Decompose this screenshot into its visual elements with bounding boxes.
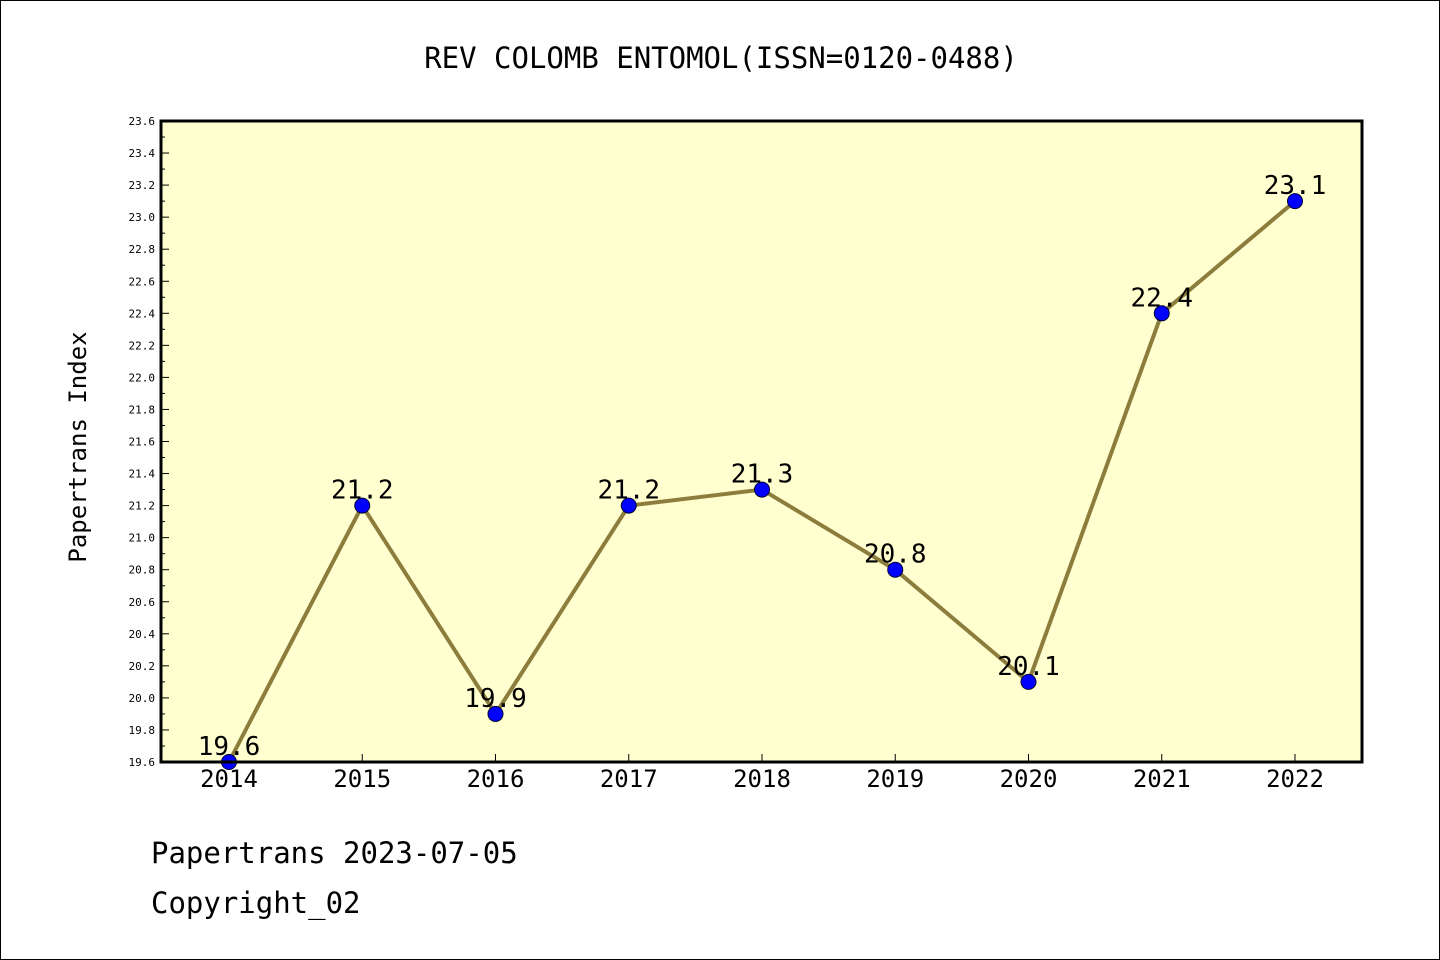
y-tick-label: 22.4 [129, 307, 156, 320]
data-point [1287, 193, 1303, 210]
data-label: 20.1 [997, 652, 1060, 682]
data-label: 22.4 [1130, 283, 1193, 313]
x-axis-ticks: 2014 2015 2016 2017 2018 2019 2020 2021 2022 [200, 754, 1324, 793]
plot-frame [159, 119, 1364, 764]
x-tick-label: 2019 [866, 765, 924, 793]
data-point [354, 497, 371, 514]
y-tick-label: 21.2 [129, 500, 156, 513]
y-tick-label: 21.0 [129, 532, 156, 545]
y-tick-label: 22.8 [129, 243, 156, 256]
data-point [887, 561, 904, 578]
y-tick-label: 23.0 [129, 211, 156, 224]
y-tick-label: 20.6 [129, 596, 156, 609]
data-label: 19.6 [198, 732, 261, 762]
data-label: 23.1 [1264, 171, 1327, 201]
data-point [620, 497, 637, 514]
y-tick-label: 20.8 [129, 564, 156, 577]
x-tick-label: 2017 [600, 765, 658, 793]
y-tick-label: 22.2 [129, 339, 156, 352]
y-tick-label: 23.6 [129, 115, 156, 128]
y-tick-label: 20.2 [129, 660, 156, 673]
x-tick-label: 2016 [467, 765, 525, 793]
y-tick-label: 21.6 [129, 436, 156, 449]
y-tick-label: 21.8 [129, 403, 156, 416]
y-tick-label: 22.6 [129, 275, 156, 288]
data-label: 21.2 [331, 476, 394, 506]
y-tick-label: 19.8 [129, 724, 156, 737]
y-tick-label: 23.2 [129, 179, 156, 192]
x-tick-label: 2018 [733, 765, 791, 793]
y-axis-ticks: 19.6 19.8 20.0 20.2 20.4 20.6 20.8 21.0 21.2 21.4… [129, 115, 169, 769]
data-label: 21.2 [597, 476, 660, 506]
data-label: 21.3 [731, 460, 794, 490]
data-point [1153, 305, 1170, 322]
data-label: 20.8 [864, 540, 927, 570]
y-tick-label: 20.4 [129, 628, 156, 641]
x-tick-label: 2020 [1000, 765, 1058, 793]
y-tick-label: 23.4 [129, 147, 156, 160]
y-tick-label: 21.4 [129, 468, 156, 481]
data-series: 19.6 21.2 19.9 21.2 21.3 20.8 20.1 22.4 23.1 [198, 171, 1327, 770]
y-tick-label: 20.0 [129, 692, 156, 705]
data-point [1020, 673, 1037, 690]
y-axis-label: Papertrans Index [64, 331, 92, 562]
footer-copyright-text: Copyright_02 [151, 886, 361, 920]
y-tick-label: 19.6 [129, 756, 156, 769]
x-tick-label: 2021 [1133, 765, 1191, 793]
data-label: 19.9 [464, 684, 527, 714]
data-point [487, 705, 504, 722]
x-tick-label: 2015 [333, 765, 391, 793]
y-tick-label: 22.0 [129, 371, 156, 384]
chart-title: REV COLOMB ENTOMOL(ISSN=0120-0488) [424, 41, 1018, 75]
x-tick-label: 2022 [1266, 765, 1324, 793]
data-point [754, 481, 770, 498]
plot-area [161, 121, 1362, 762]
footer-date-text: Papertrans 2023-07-05 [151, 836, 518, 870]
